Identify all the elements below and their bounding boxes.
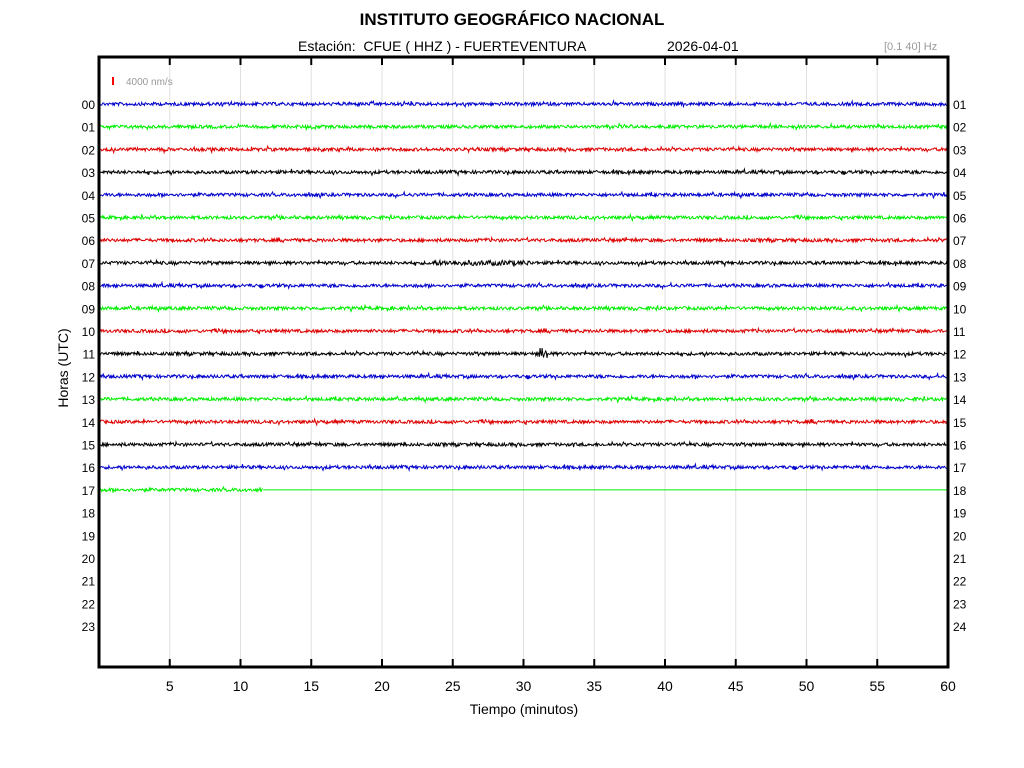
hour-label-right: 02 <box>953 121 967 135</box>
hour-label-left: 03 <box>82 166 96 180</box>
hour-label-right: 23 <box>953 597 967 611</box>
hour-label-left: 18 <box>82 507 96 521</box>
hour-label-right: 19 <box>953 507 967 521</box>
hour-label-left: 21 <box>82 575 96 589</box>
hour-label-left: 11 <box>83 348 96 362</box>
hour-label-right: 07 <box>953 234 967 248</box>
station-label: Estación: CFUE ( HHZ ) - FUERTEVENTURA <box>298 38 587 54</box>
hour-label-right: 03 <box>953 143 967 157</box>
seismic-trace <box>98 121 948 132</box>
plot-frame <box>97 55 950 669</box>
x-tick-label: 60 <box>940 678 956 694</box>
x-tick-label: 55 <box>869 678 885 694</box>
seismic-trace <box>98 417 948 427</box>
hour-label-right: 20 <box>953 529 967 543</box>
seismic-trace <box>98 258 948 268</box>
seismic-trace <box>98 394 948 404</box>
hour-label-left: 23 <box>82 620 96 634</box>
hour-label-right: 05 <box>953 189 967 203</box>
hour-label-right: 06 <box>953 212 967 226</box>
hour-label-right: 22 <box>953 575 967 589</box>
seismic-trace <box>98 485 263 494</box>
hour-label-left: 14 <box>82 416 96 430</box>
x-tick-label: 25 <box>445 678 461 694</box>
seismic-trace <box>98 326 948 335</box>
date-label: 2026-04-01 <box>667 38 739 54</box>
seismic-trace <box>98 280 948 291</box>
x-axis-label: Tiempo (minutos) <box>469 701 579 717</box>
hour-label-left: 02 <box>82 143 96 157</box>
scale-label: 4000 nm/s <box>126 77 173 88</box>
hour-label-left: 04 <box>82 189 96 203</box>
hour-label-left: 17 <box>82 484 96 498</box>
hour-label-left: 07 <box>82 257 96 271</box>
seismic-trace <box>98 235 948 244</box>
filter-label: [0.1 40] Hz <box>884 41 938 53</box>
hour-label-right: 13 <box>953 370 967 384</box>
hour-label-left: 13 <box>82 393 96 407</box>
x-tick-label: 20 <box>374 678 390 694</box>
hour-label-right: 12 <box>953 348 967 362</box>
hour-label-left: 15 <box>82 439 96 453</box>
hour-label-left: 08 <box>82 280 96 294</box>
seismic-trace <box>98 347 948 359</box>
hour-label-right: 16 <box>953 439 967 453</box>
seismic-trace <box>98 167 948 177</box>
hour-label-left: 09 <box>82 302 96 316</box>
hour-label-right: 10 <box>953 302 967 316</box>
hour-label-right: 24 <box>953 620 967 634</box>
x-tick-label: 35 <box>586 678 602 694</box>
hour-label-right: 15 <box>953 416 967 430</box>
hour-label-left: 16 <box>82 461 96 475</box>
hour-label-right: 11 <box>953 325 966 339</box>
x-tick-label: 40 <box>657 678 673 694</box>
x-tick-label: 15 <box>303 678 319 694</box>
hour-label-left: 00 <box>82 98 96 112</box>
seismic-trace <box>98 371 948 382</box>
hour-label-right: 21 <box>953 552 967 566</box>
hour-label-left: 10 <box>82 325 96 339</box>
hour-label-right: 04 <box>953 166 967 180</box>
hour-label-right: 14 <box>953 393 967 407</box>
hour-label-left: 20 <box>82 552 96 566</box>
hour-label-right: 01 <box>953 98 967 112</box>
seismic-trace <box>98 190 948 200</box>
x-tick-label: 30 <box>516 678 532 694</box>
seismic-trace <box>98 303 948 314</box>
seismic-trace <box>98 99 948 109</box>
x-tick-label: 5 <box>166 678 174 694</box>
hour-label-left: 05 <box>82 212 96 226</box>
hour-label-right: 17 <box>953 461 967 475</box>
x-tick-label: 50 <box>799 678 815 694</box>
seismic-trace <box>98 462 948 473</box>
seismic-trace <box>98 144 948 155</box>
hour-label-right: 09 <box>953 280 967 294</box>
x-tick-label: 10 <box>233 678 249 694</box>
hour-label-left: 22 <box>82 597 96 611</box>
chart-title: INSTITUTO GEOGRÁFICO NACIONAL <box>359 10 665 29</box>
hour-label-left: 12 <box>82 370 96 384</box>
hour-label-left: 06 <box>82 234 96 248</box>
seismic-trace <box>98 212 948 223</box>
hour-label-right: 18 <box>953 484 967 498</box>
seismic-trace <box>98 440 948 449</box>
hour-label-left: 19 <box>82 529 96 543</box>
hour-label-right: 08 <box>953 257 967 271</box>
x-tick-label: 45 <box>728 678 744 694</box>
hour-label-left: 01 <box>82 121 96 135</box>
